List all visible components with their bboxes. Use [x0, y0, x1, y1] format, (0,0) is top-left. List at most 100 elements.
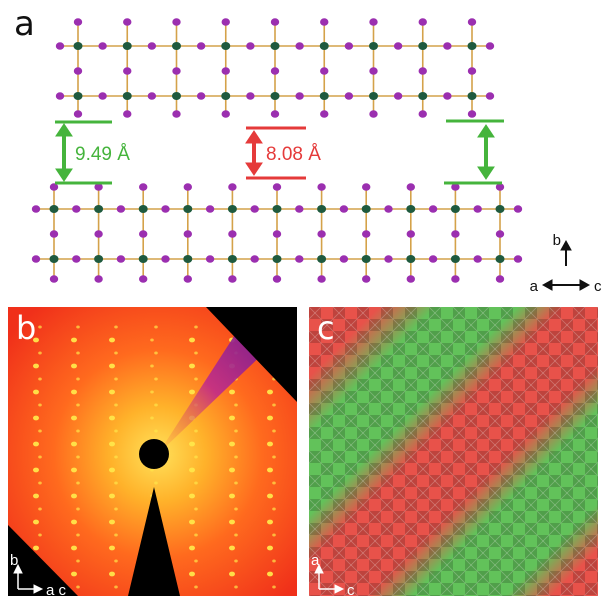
halide-atom [172, 110, 181, 118]
halide-atom [406, 275, 415, 283]
metal-atom [172, 41, 181, 51]
halide-atom [295, 92, 304, 100]
metal-atom [227, 204, 237, 214]
diffraction-spot [234, 481, 238, 485]
halide-atom [339, 205, 349, 213]
diffraction-spot [154, 481, 158, 485]
metal-atom [317, 254, 327, 264]
diffraction-spot [189, 467, 195, 473]
halide-atom [98, 92, 107, 100]
diffraction-spot [71, 519, 77, 525]
halide-atom [495, 230, 505, 238]
metal-atom [369, 41, 378, 51]
halide-atom [139, 183, 148, 191]
diffraction-spot [109, 389, 115, 395]
diffraction-spot [272, 559, 276, 563]
halide-atom [443, 42, 452, 50]
halide-atom [73, 18, 83, 26]
halide-atom [467, 18, 477, 26]
diffraction-spot [109, 545, 115, 551]
diffraction-spot [114, 351, 118, 355]
diffraction-spot [76, 429, 80, 433]
diffraction-spot [71, 571, 77, 577]
metal-atom [369, 91, 378, 101]
halide-atom [139, 275, 148, 283]
checkerboard-image: a c [309, 307, 598, 596]
halide-atom [495, 275, 505, 283]
diffraction-spot [194, 377, 198, 381]
halide-atom [384, 255, 393, 263]
beam-stop-holder [128, 487, 180, 596]
diffraction-spot [272, 585, 276, 589]
diffraction-spot [154, 351, 158, 355]
metal-atom [172, 91, 181, 101]
diffraction-spot [154, 377, 158, 381]
diffraction-spot [33, 493, 39, 499]
diffraction-spot [38, 377, 42, 381]
diffraction-spot [234, 559, 238, 563]
metal-atom [467, 41, 477, 51]
halide-atom [362, 275, 371, 283]
halide-atom [72, 205, 81, 213]
metal-atom [406, 254, 416, 264]
halide-atom [250, 205, 259, 213]
diffraction-spot [33, 415, 39, 421]
shadow-bottom-left [8, 525, 78, 596]
halide-atom [295, 205, 304, 213]
halide-atom [344, 42, 354, 50]
diffraction-spot [38, 403, 42, 407]
metal-atom [495, 254, 505, 264]
diffraction-spot [194, 325, 198, 329]
halide-atom [94, 183, 103, 191]
diffraction-spot [38, 481, 42, 485]
metal-atom [418, 41, 428, 51]
halide-atom [221, 110, 230, 118]
metal-atom [467, 91, 477, 101]
diffraction-spot [194, 559, 198, 563]
diffraction-spot [267, 467, 273, 473]
metal-atom [138, 204, 148, 214]
diffraction-spot [71, 545, 77, 551]
axis-label-b-up: b [10, 552, 18, 569]
diffraction-spot [114, 507, 118, 511]
diffraction-spot [194, 533, 198, 537]
metal-atom [94, 254, 104, 264]
panel-a: 9.49 Å 8.08 Å b a c a [14, 4, 602, 295]
diffraction-spot [109, 467, 115, 473]
green-arrow-left [55, 123, 73, 182]
halide-atom [172, 18, 181, 26]
halide-atom [31, 255, 41, 263]
halide-atom [228, 275, 237, 283]
halide-atom [393, 92, 403, 100]
diffraction-spot [267, 441, 273, 447]
halide-atom [428, 205, 438, 213]
metal-atom [221, 41, 231, 51]
diffraction-spot [33, 441, 39, 447]
diffraction-spot [33, 467, 39, 473]
diffraction-spot [267, 545, 273, 551]
halide-atom [473, 255, 482, 263]
diffraction-spot [76, 377, 80, 381]
diffraction-spot [272, 507, 276, 511]
halide-atom [72, 255, 81, 263]
metal-atom [73, 91, 83, 101]
diffraction-spot [150, 468, 154, 472]
halide-atom [123, 110, 132, 118]
diffraction-spot [229, 389, 235, 395]
halide-atom [513, 255, 523, 263]
diffraction-spot [114, 533, 118, 537]
diffraction-spot [76, 507, 80, 511]
metal-atom [49, 254, 59, 264]
axes-indicator-b [13, 563, 44, 594]
metal-atom [122, 41, 132, 51]
halide-atom [513, 205, 523, 213]
halide-atom [250, 255, 259, 263]
halide-atom [451, 275, 460, 283]
axis-label-a: a [530, 278, 539, 295]
halide-atom [393, 42, 403, 50]
diffraction-spot [33, 545, 39, 551]
halide-atom [73, 67, 83, 75]
diffraction-spot [33, 363, 39, 369]
metal-atom [221, 91, 231, 101]
diffraction-spot [189, 337, 195, 343]
